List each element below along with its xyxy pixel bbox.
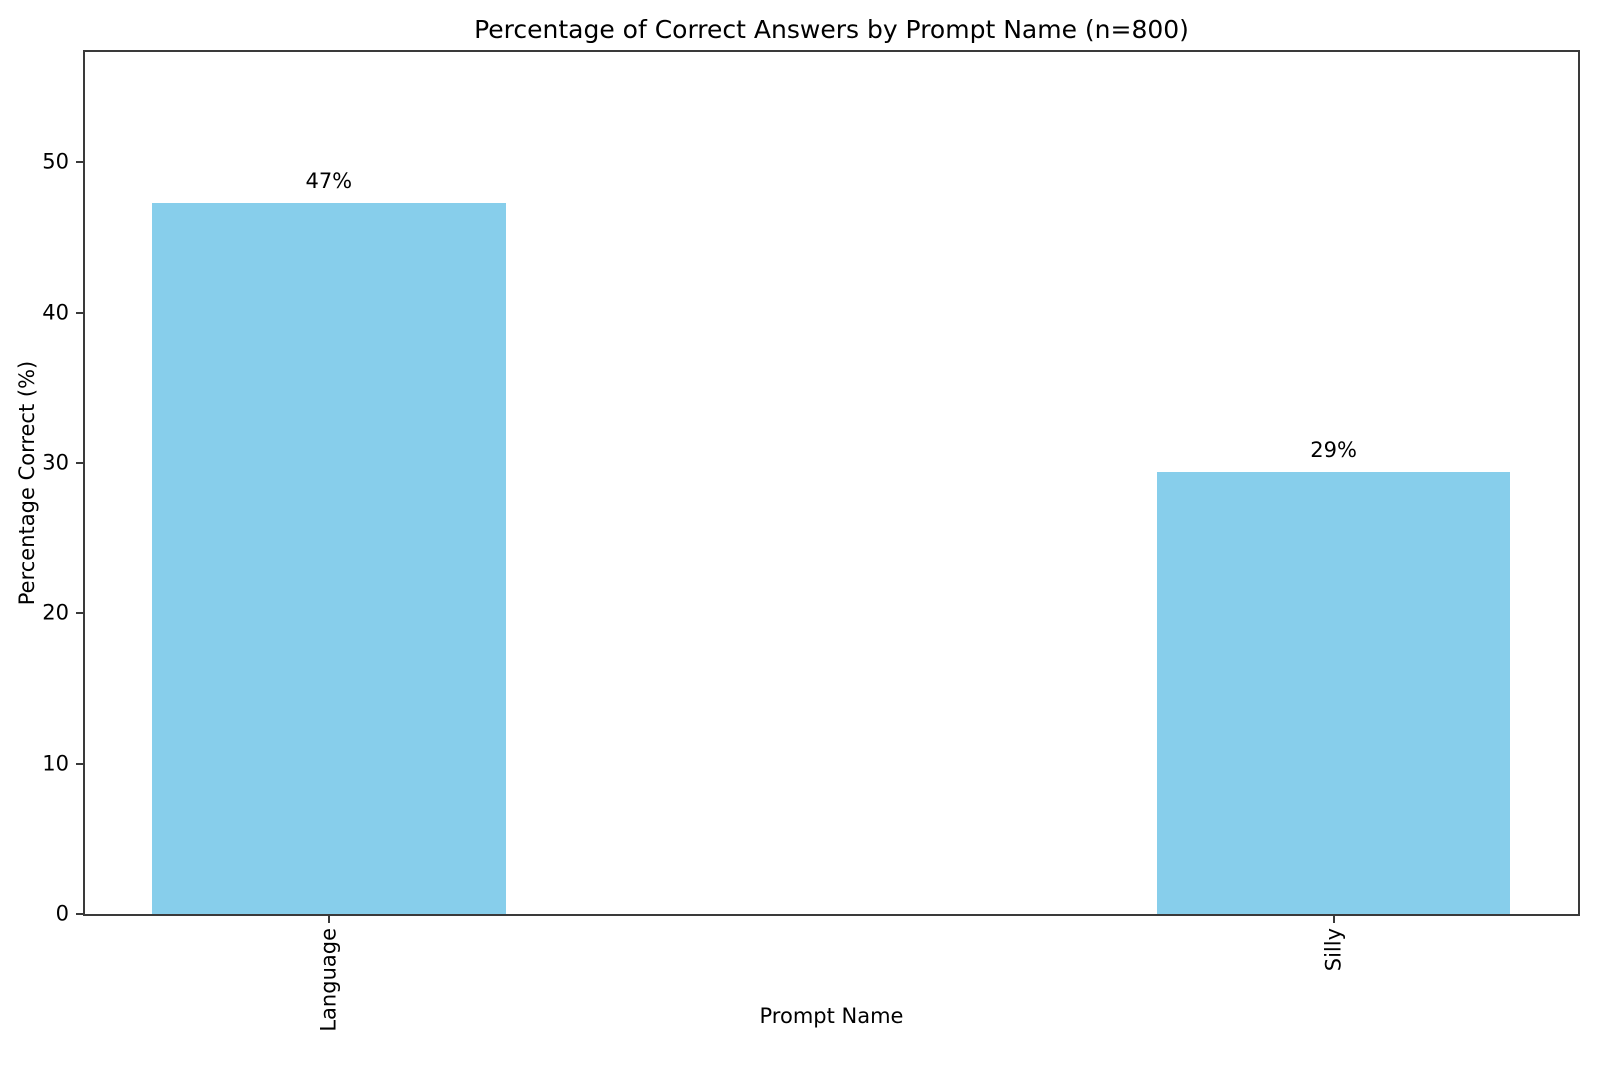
- y-tick-mark: [76, 161, 85, 164]
- x-tick-label: Silly: [1321, 928, 1346, 972]
- chart-title: Percentage of Correct Answers by Prompt …: [474, 15, 1189, 44]
- plot-area: 0 10 20 30 40 50 47% Language 29% Silly: [42, 50, 1580, 1032]
- y-tick-mark: [76, 913, 85, 915]
- bar-language: [152, 203, 506, 914]
- x-tick-mark: [327, 914, 330, 923]
- y-tick-label: 20: [42, 600, 69, 625]
- y-tick-label: 50: [42, 149, 69, 174]
- y-tick-label: 10: [42, 751, 69, 776]
- y-tick-mark: [76, 762, 85, 765]
- bar-value-label: 47%: [305, 169, 353, 194]
- y-tick-mark: [76, 462, 85, 465]
- y-tick-label: 0: [55, 901, 69, 926]
- x-axis-label: Prompt Name: [759, 1004, 904, 1028]
- y-axis-label: Percentage Correct (%): [15, 360, 39, 606]
- bar-value-label: 29%: [1310, 438, 1357, 463]
- y-tick-mark: [76, 612, 85, 615]
- bar-silly: [1156, 472, 1511, 914]
- y-tick-mark: [76, 311, 85, 314]
- y-tick-label: 30: [42, 450, 69, 475]
- x-tick-mark: [1332, 914, 1335, 923]
- y-tick-label: 40: [42, 300, 69, 325]
